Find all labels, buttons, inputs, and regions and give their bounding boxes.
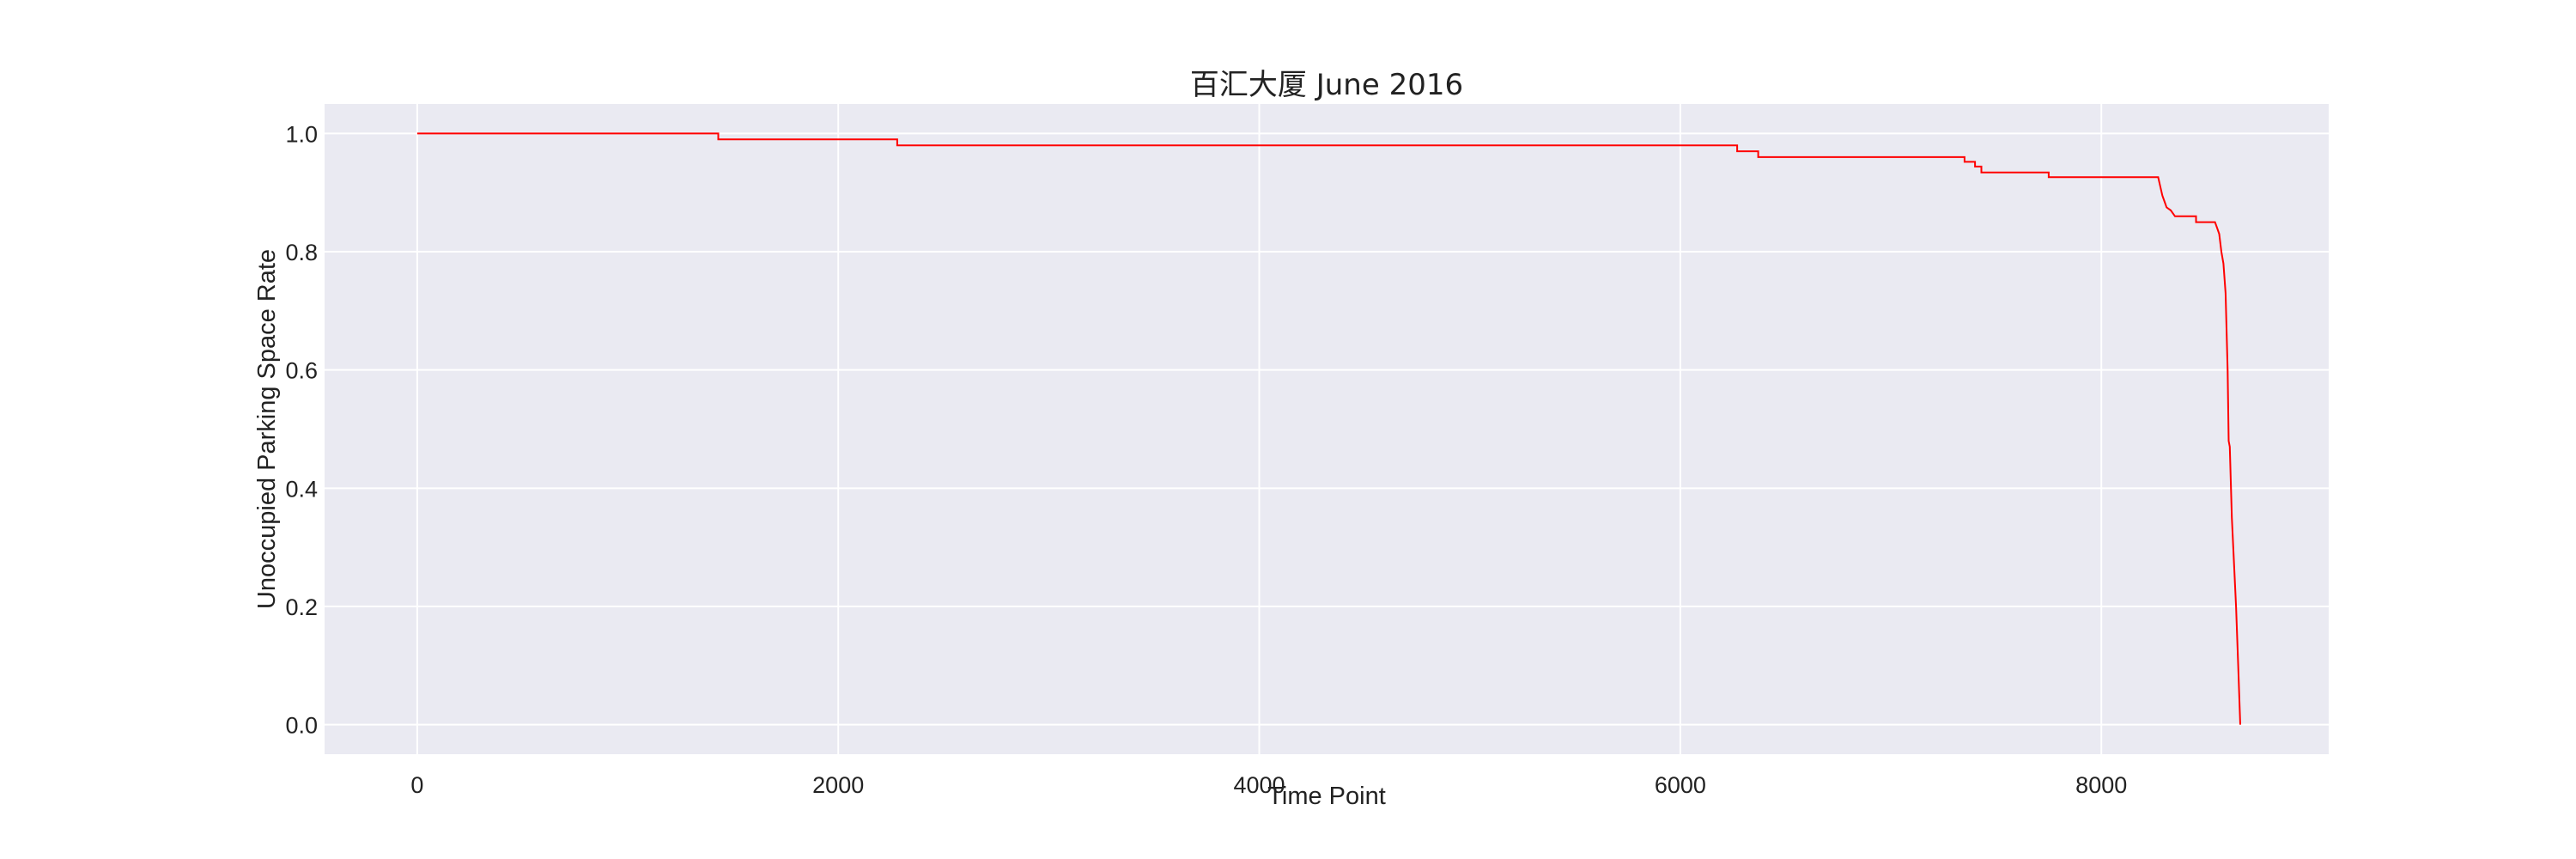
y-tick-label: 0.6 <box>285 358 318 384</box>
chart-title: 百汇大厦 June 2016 <box>1190 68 1463 102</box>
y-tick-label: 0.2 <box>285 594 318 620</box>
x-tick-label: 6000 <box>1655 772 1706 798</box>
y-tick-label: 0.8 <box>285 240 318 265</box>
x-tick-label: 2000 <box>812 772 864 798</box>
y-axis-label: Unoccupied Parking Space Rate <box>253 249 281 609</box>
x-axis-label: Time Point <box>1267 783 1386 810</box>
y-tick-label: 0.4 <box>285 476 318 502</box>
series-line <box>416 132 2241 725</box>
x-tick-label: 8000 <box>2075 772 2127 798</box>
tick-labels: 0 2000 4000 6000 8000 0.0 0.2 0.4 0.6 0.8 1.0 <box>285 121 2127 798</box>
series-layer <box>416 132 2241 725</box>
x-tick-label: 4000 <box>1234 772 1285 798</box>
x-tick-label: 0 <box>410 772 423 798</box>
y-tick-label: 0.0 <box>285 713 318 739</box>
y-tick-label: 1.0 <box>285 121 318 147</box>
plot-area <box>325 104 2329 754</box>
